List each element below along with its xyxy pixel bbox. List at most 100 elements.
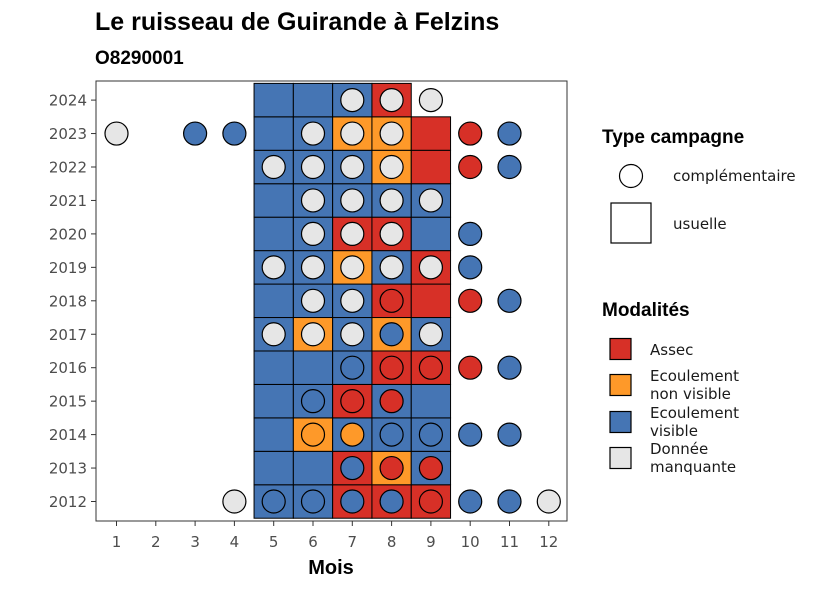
point-2012-10 [458,489,483,514]
y-tick-label: 2018 [49,292,87,310]
y-tick-label: 2016 [49,359,87,377]
point-2022-7 [340,154,365,180]
point-2014-7 [340,422,365,447]
point-2015-6 [300,389,326,414]
point-2023-3 [183,121,208,146]
point-2023-8 [379,121,404,146]
legend-swatch-v [609,410,632,434]
x-tick-label: 6 [308,533,318,551]
point-2021-7 [340,188,365,213]
legend-swatch-nd [609,446,632,470]
tile-2023-5 [253,116,294,151]
point-2016-9 [418,355,443,380]
point-2023-1 [104,121,129,146]
point-2019-5 [261,255,286,280]
legend-label-nv-line1: Ecoulement [650,367,739,385]
point-2018-7 [340,288,365,313]
legend-label-assec: Assec [650,341,693,359]
point-2014-6 [300,422,326,447]
y-tick-label: 2017 [49,326,87,344]
x-axis-label: Mois [308,557,354,579]
point-2019-10 [458,255,483,280]
tile-2016-6 [292,350,334,385]
point-2022-5 [261,154,286,180]
legend-type-campagne: Type campagne complémentaire usuelle [602,127,796,244]
x-tick-label: 10 [461,533,480,551]
legend-label-nd-line1: Donnée [650,440,708,458]
tile-2014-5 [253,417,294,452]
legend-type-usuelle: usuelle [673,215,727,233]
x-tick-label: 7 [348,533,358,551]
point-2020-8 [379,221,404,246]
legend-label-v-line1: Ecoulement [650,404,739,422]
point-2022-6 [300,154,326,180]
x-tick-label: 3 [190,533,200,551]
y-tick-label: 2014 [49,426,87,444]
legend-square-symbol [610,202,652,244]
point-2020-6 [300,221,326,246]
point-2018-11 [497,288,522,313]
y-tick-label: 2015 [49,393,87,411]
point-2022-10 [458,154,483,180]
y-tick-label: 2020 [49,225,87,243]
x-tick-label: 8 [387,533,397,551]
point-2013-7 [340,455,365,481]
point-2012-11 [497,489,522,514]
point-2020-10 [458,221,483,246]
legend-swatch-assec [609,337,632,361]
tile-2022-9 [410,149,452,185]
legend-circle-symbol [618,163,644,189]
legend-label-v-line2: visible [650,422,698,440]
point-2018-6 [300,288,326,313]
plot-area: 1 2 3 4 5 6 7 8 9 10 11 122012201320142015201620172… [49,80,568,551]
point-2019-9 [418,255,443,280]
legend-label-nv-line2: non visible [650,385,731,403]
point-2016-10 [458,355,483,380]
point-2018-8 [379,288,404,313]
point-2012-12 [536,489,561,514]
point-2017-5 [261,322,286,347]
y-tick-label: 2013 [49,460,87,478]
tile-2018-9 [410,283,452,319]
tile-2013-6 [292,450,334,486]
point-2024-8 [379,87,404,113]
x-tick-label: 12 [539,533,558,551]
y-tick-label: 2024 [49,92,87,110]
point-2015-8 [379,389,404,414]
point-2017-8 [379,322,404,347]
y-tick-label: 2019 [49,259,87,277]
x-tick-label: 9 [426,533,436,551]
point-2024-7 [340,87,365,113]
point-2023-11 [497,121,522,146]
point-2016-8 [379,355,404,380]
point-2023-6 [300,121,326,146]
point-2012-5 [261,489,286,514]
point-2023-4 [222,121,247,146]
legend-label-nd-line2: manquante [650,458,736,476]
x-tick-label: 11 [500,533,519,551]
point-2019-7 [340,255,365,280]
y-tick-label: 2021 [49,192,87,210]
point-2014-8 [379,422,404,447]
tile-2024-5 [253,82,294,118]
point-2024-9 [418,87,443,113]
point-2022-8 [379,154,404,180]
tile-2023-9 [410,116,452,151]
x-tick-label: 2 [151,533,161,551]
point-2021-8 [379,188,404,213]
point-2014-9 [418,422,443,447]
legend-type-title: Type campagne [602,127,744,148]
legend-type-complementaire: complémentaire [673,167,796,185]
x-tick-label: 1 [112,533,122,551]
point-2012-8 [379,489,404,514]
chart-title: Le ruisseau de Guirande à Felzins [95,8,499,36]
point-2023-7 [340,121,365,146]
point-2012-6 [300,489,326,514]
point-2014-10 [458,422,483,447]
point-2014-11 [497,422,522,447]
point-2015-7 [340,389,365,414]
point-2023-10 [458,121,483,146]
point-2017-9 [418,322,443,347]
